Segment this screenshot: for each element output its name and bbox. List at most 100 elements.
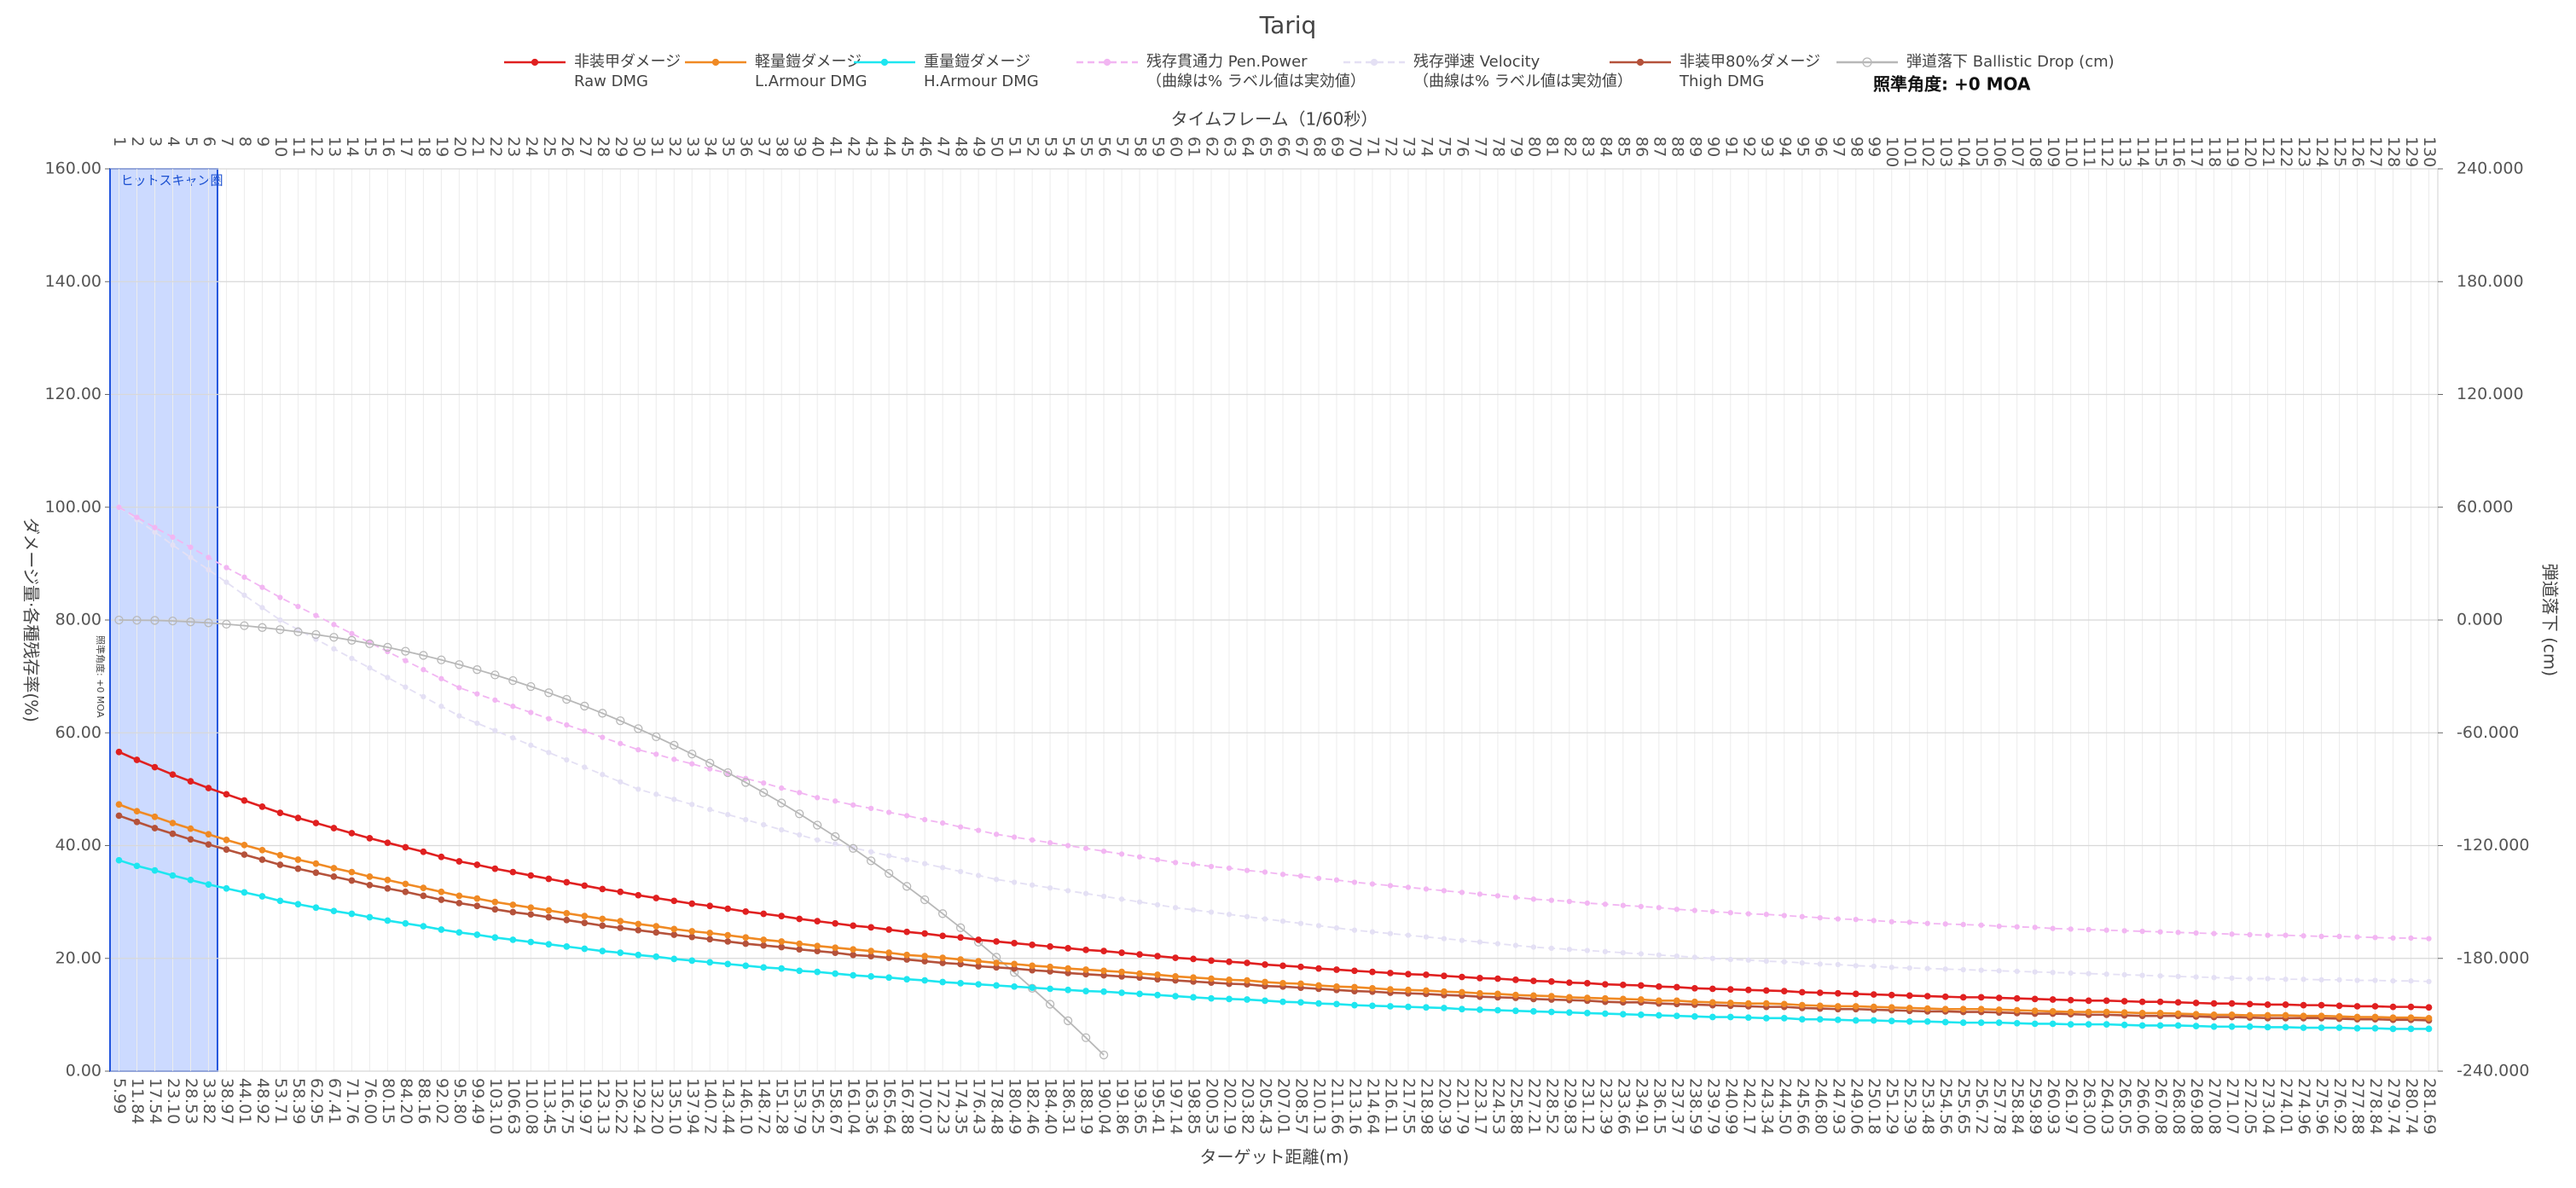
data-point [1834, 989, 1842, 997]
data-point [2372, 977, 2378, 983]
legend-label: 軽量鎧ダメージ [755, 53, 862, 71]
data-point [635, 926, 642, 934]
x-tick-label: 129 [2402, 136, 2421, 167]
data-point [258, 893, 266, 900]
x2-tick-label: 269.08 [2187, 1078, 2206, 1134]
x-tick-label: 92 [1739, 136, 1758, 157]
data-point [115, 856, 123, 864]
data-point [295, 603, 301, 610]
x-tick-label: 82 [1560, 136, 1579, 157]
data-point [1637, 1011, 1645, 1018]
data-point [761, 779, 767, 786]
data-point [723, 768, 733, 778]
x2-tick-label: 132.20 [647, 1078, 666, 1134]
x2-tick-label: 188.19 [1077, 1078, 1096, 1134]
x-tick-label: 11 [289, 136, 308, 157]
x2-tick-label: 28.53 [182, 1078, 200, 1124]
data-point [528, 710, 534, 716]
data-point [1172, 905, 1179, 911]
data-point [1978, 967, 1984, 973]
data-point [151, 813, 159, 820]
data-point [491, 906, 499, 913]
data-point [223, 837, 230, 843]
data-point [2283, 976, 2289, 982]
data-point [600, 734, 606, 740]
data-point [670, 925, 678, 933]
data-point [2174, 1010, 2182, 1017]
data-point [2121, 1021, 2128, 1029]
data-point [688, 900, 696, 907]
data-point [510, 704, 516, 710]
data-point [1566, 947, 1573, 953]
data-point [1548, 993, 1555, 1000]
data-point [1655, 982, 1662, 990]
data-point [455, 929, 463, 936]
x2-tick-label: 158.67 [827, 1078, 845, 1134]
data-point [455, 892, 463, 900]
data-point [975, 958, 982, 965]
data-point [1637, 982, 1645, 989]
data-point [151, 763, 159, 771]
data-point [1566, 898, 1573, 905]
x2-tick-label: 239.79 [1703, 1078, 1722, 1134]
data-point [1870, 991, 1877, 998]
data-point [2335, 1024, 2343, 1031]
data-point [2265, 932, 2271, 938]
data-point [617, 918, 624, 924]
x2-tick-label: 252.39 [1900, 1078, 1919, 1134]
data-point [1726, 1000, 1734, 1006]
data-point [1262, 916, 1268, 922]
data-point [832, 970, 839, 977]
data-point [778, 913, 786, 920]
x-tick-label: 30 [629, 136, 648, 157]
data-point [939, 954, 946, 961]
data-point [438, 675, 444, 681]
x2-tick-label: 211.66 [1327, 1078, 1346, 1134]
data-point [688, 957, 696, 965]
data-point [1029, 882, 1036, 888]
data-point [1780, 1014, 1788, 1022]
data-point [653, 791, 659, 797]
data-point [1852, 990, 1859, 998]
data-point [241, 592, 247, 599]
data-point [348, 868, 356, 876]
data-point [2408, 935, 2414, 942]
data-point [527, 872, 535, 879]
data-point [1530, 992, 1537, 1000]
data-point [1297, 920, 1304, 926]
data-point [2300, 976, 2306, 982]
x2-tick-label: 221.79 [1453, 1078, 1471, 1134]
data-point [885, 974, 893, 982]
data-point [1852, 1017, 1859, 1024]
data-point [885, 868, 894, 878]
data-point [867, 948, 875, 955]
data-point [1602, 981, 1609, 988]
data-point [1744, 1014, 1752, 1022]
data-point [1942, 966, 1948, 972]
y2-tick-label: -60.000 [2457, 723, 2519, 742]
data-point [1674, 907, 1680, 913]
x2-tick-label: 233.66 [1614, 1078, 1633, 1134]
data-point [724, 960, 732, 968]
x-tick-label: 99 [1865, 136, 1883, 157]
data-point [2300, 1012, 2307, 1020]
data-point [1047, 985, 1053, 993]
x-tick-label: 53 [1041, 136, 1060, 157]
data-point [1244, 867, 1250, 873]
data-point [2300, 1001, 2307, 1009]
data-point [526, 681, 536, 692]
x-tick-label: 1 [110, 136, 129, 147]
data-point [635, 891, 642, 899]
data-point [1333, 924, 1340, 931]
x2-tick-label: 156.25 [809, 1078, 827, 1134]
x-tick-label: 56 [1095, 136, 1114, 157]
data-point [293, 627, 303, 637]
x2-tick-label: 197.14 [1167, 1078, 1186, 1134]
data-point [1673, 983, 1680, 991]
x2-tick-label: 243.34 [1757, 1078, 1776, 1134]
data-point [2371, 1013, 2379, 1021]
data-point [420, 884, 427, 891]
data-point [2371, 1024, 2379, 1032]
x2-tick-label: 249.06 [1847, 1078, 1865, 1134]
data-point [331, 646, 337, 652]
